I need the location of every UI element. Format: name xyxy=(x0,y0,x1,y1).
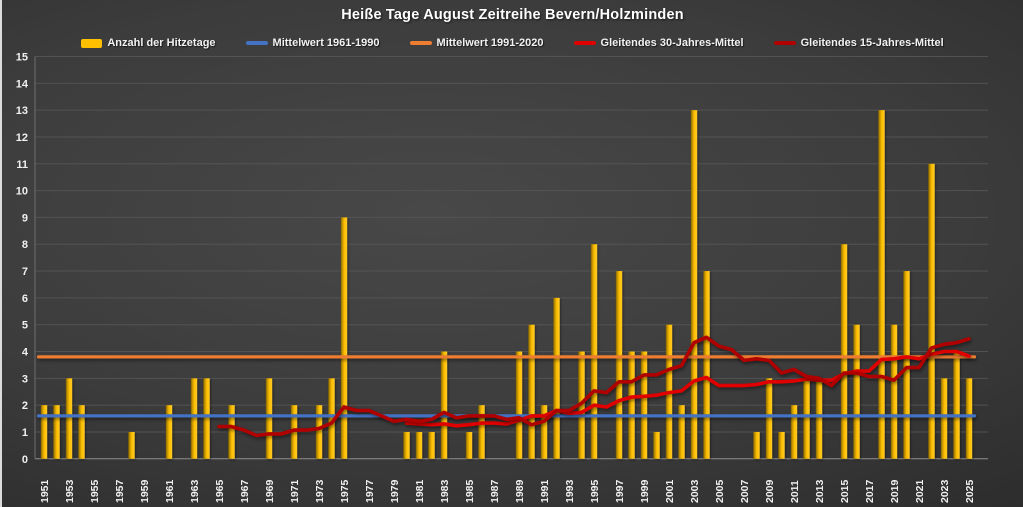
svg-text:8: 8 xyxy=(22,239,28,251)
svg-text:1995: 1995 xyxy=(589,479,601,503)
svg-text:1: 1 xyxy=(22,427,28,439)
svg-text:2013: 2013 xyxy=(814,479,826,503)
svg-text:7: 7 xyxy=(22,266,28,278)
legend-label-gleitendes-15: Gleitendes 15-Jahres-Mittel xyxy=(800,37,944,49)
svg-text:1983: 1983 xyxy=(439,479,451,503)
svg-text:2007: 2007 xyxy=(739,479,751,503)
svg-text:2005: 2005 xyxy=(714,479,726,503)
legend-item-hitzetage: Anzahl der Hitzetage xyxy=(81,37,216,49)
legend: Anzahl der Hitzetage Mittelwert 1961-199… xyxy=(2,37,1023,49)
svg-text:2: 2 xyxy=(22,400,28,412)
svg-text:1989: 1989 xyxy=(514,479,526,503)
legend-label-mittelwert-1961-1990: Mittelwert 1961-1990 xyxy=(272,37,380,49)
svg-text:1973: 1973 xyxy=(314,479,326,503)
svg-text:1961: 1961 xyxy=(164,479,176,503)
svg-text:14: 14 xyxy=(16,78,29,90)
svg-text:3: 3 xyxy=(22,373,28,385)
mean-1991-2020-line-swatch-icon xyxy=(409,41,432,45)
svg-text:5: 5 xyxy=(22,320,28,332)
svg-text:4: 4 xyxy=(22,347,29,359)
svg-text:2021: 2021 xyxy=(914,479,926,503)
bar-series-swatch-icon xyxy=(81,38,103,48)
svg-text:2009: 2009 xyxy=(764,479,776,503)
svg-text:1955: 1955 xyxy=(89,479,101,503)
svg-text:9: 9 xyxy=(22,212,28,224)
legend-label-gleitendes-30: Gleitendes 30-Jahres-Mittel xyxy=(600,37,744,49)
svg-text:2015: 2015 xyxy=(839,479,851,503)
svg-text:1997: 1997 xyxy=(614,479,626,503)
svg-text:1993: 1993 xyxy=(564,479,576,503)
moving-avg-15-line-swatch-icon xyxy=(773,41,796,45)
svg-text:1981: 1981 xyxy=(414,479,426,503)
svg-text:1951: 1951 xyxy=(39,479,51,503)
svg-text:2017: 2017 xyxy=(864,479,876,503)
svg-text:1953: 1953 xyxy=(64,479,76,503)
svg-text:1987: 1987 xyxy=(489,479,501,503)
svg-text:1965: 1965 xyxy=(214,479,226,503)
svg-text:1991: 1991 xyxy=(539,479,551,503)
legend-item-mittelwert-1961-1990: Mittelwert 1961-1990 xyxy=(245,37,380,49)
mean-1961-1990-line-swatch-icon xyxy=(245,41,268,45)
svg-text:1975: 1975 xyxy=(339,479,351,503)
legend-item-gleitendes-30: Gleitendes 30-Jahres-Mittel xyxy=(573,37,744,49)
svg-text:1979: 1979 xyxy=(389,479,401,503)
svg-text:13: 13 xyxy=(16,105,28,117)
svg-text:2011: 2011 xyxy=(789,480,801,503)
svg-text:0: 0 xyxy=(22,454,28,466)
svg-text:1971: 1971 xyxy=(289,479,301,503)
chart-title: Heiße Tage August Zeitreihe Bevern/Holzm… xyxy=(341,7,684,23)
moving-avg-30-line-swatch-icon xyxy=(573,41,596,45)
svg-text:12: 12 xyxy=(16,132,28,144)
svg-text:2019: 2019 xyxy=(889,479,901,503)
svg-text:6: 6 xyxy=(22,293,28,305)
legend-item-mittelwert-1991-2020: Mittelwert 1991-2020 xyxy=(409,37,544,49)
svg-text:1963: 1963 xyxy=(189,479,201,503)
svg-text:1985: 1985 xyxy=(464,479,476,503)
svg-text:1967: 1967 xyxy=(239,479,251,503)
svg-text:10: 10 xyxy=(16,186,28,198)
legend-label-hitzetage: Anzahl der Hitzetage xyxy=(107,37,216,49)
svg-text:1969: 1969 xyxy=(264,479,276,503)
svg-text:2025: 2025 xyxy=(964,479,976,503)
svg-text:2023: 2023 xyxy=(939,479,951,503)
legend-label-mittelwert-1991-2020: Mittelwert 1991-2020 xyxy=(436,37,544,49)
svg-text:1977: 1977 xyxy=(364,479,376,503)
svg-text:2003: 2003 xyxy=(689,479,701,503)
legend-item-gleitendes-15: Gleitendes 15-Jahres-Mittel xyxy=(773,37,944,49)
svg-text:2001: 2001 xyxy=(664,479,676,503)
svg-text:11: 11 xyxy=(16,159,28,171)
svg-text:15: 15 xyxy=(16,52,28,64)
svg-text:1999: 1999 xyxy=(639,479,651,503)
svg-text:1959: 1959 xyxy=(139,479,151,503)
svg-text:1957: 1957 xyxy=(114,479,126,503)
